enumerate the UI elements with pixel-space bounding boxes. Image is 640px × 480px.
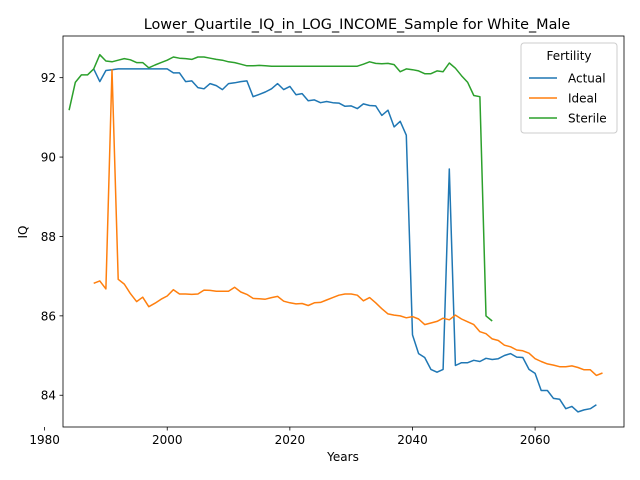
series-line-ideal bbox=[93, 68, 603, 377]
legend-entries: Actual Ideal Sterile bbox=[529, 72, 607, 126]
x-tick-label: 2000 bbox=[152, 433, 183, 447]
series-line-actual bbox=[93, 68, 597, 413]
legend: Fertility Actual Ideal Sterile bbox=[520, 42, 618, 134]
y-axis-label: IQ bbox=[16, 226, 30, 239]
legend-title: Fertility bbox=[546, 49, 591, 63]
series-line-sterile bbox=[68, 53, 493, 322]
chart-title: Lower_Quartile_IQ_in_LOG_INCOME_Sample f… bbox=[144, 17, 571, 33]
series-layer bbox=[68, 53, 603, 413]
y-axis-ticks: 84 86 88 90 92 bbox=[41, 71, 63, 403]
legend-box bbox=[520, 42, 618, 134]
legend-label-actual: Actual bbox=[568, 72, 606, 86]
x-tick-label: 2060 bbox=[520, 433, 551, 447]
x-axis-label: Years bbox=[326, 450, 359, 464]
y-tick-label: 90 bbox=[41, 151, 56, 165]
y-tick-label: 88 bbox=[41, 230, 56, 244]
plot-frame bbox=[62, 35, 625, 428]
legend-label-sterile: Sterile bbox=[568, 112, 607, 126]
x-axis-ticks: 1980 2000 2020 2040 2060 bbox=[29, 427, 550, 447]
x-tick-label: 2040 bbox=[397, 433, 428, 447]
x-tick-label: 2020 bbox=[275, 433, 306, 447]
legend-label-ideal: Ideal bbox=[568, 92, 597, 106]
x-tick-label: 1980 bbox=[29, 433, 60, 447]
y-tick-label: 84 bbox=[41, 389, 56, 403]
y-tick-label: 86 bbox=[41, 309, 56, 323]
y-tick-label: 92 bbox=[41, 71, 56, 85]
